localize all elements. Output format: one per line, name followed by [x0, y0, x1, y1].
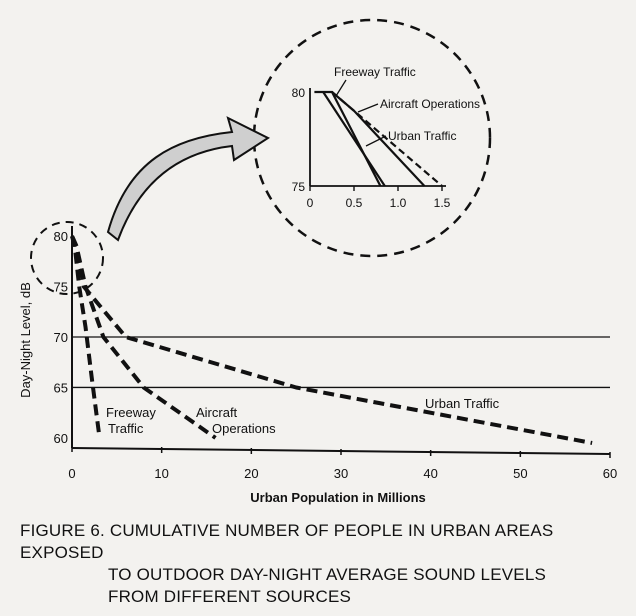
- series-line-urban-traffic: [70, 235, 593, 445]
- inset-annotation-label: Aircraft Operations: [380, 97, 480, 111]
- series-label: Freeway: [106, 405, 156, 420]
- inset-chart-series: [314, 90, 443, 187]
- inset-annotation-label: Freeway Traffic: [334, 65, 416, 79]
- series-line-freeway-traffic: [70, 235, 101, 434]
- inset-annotation-leader: [357, 103, 379, 113]
- y-tick-label: 65: [54, 380, 68, 395]
- caption-line-3: FROM DIFFERENT SOURCES: [108, 587, 352, 606]
- figure-caption: FIGURE 6. CUMULATIVE NUMBER OF PEOPLE IN…: [20, 520, 630, 608]
- inset-x-tick-label: 0.5: [346, 196, 363, 210]
- inset-y-tick-label: 80: [292, 86, 306, 100]
- inset-x-tick-label: 1.0: [390, 196, 407, 210]
- series-label: Operations: [212, 421, 276, 436]
- inset-y-tick-label: 75: [292, 180, 306, 194]
- y-tick-label: 60: [54, 431, 68, 446]
- inset-annotation-leader: [335, 79, 347, 97]
- main-chart-series: [70, 235, 593, 445]
- x-tick-label: 50: [513, 466, 527, 481]
- x-axis-title: Urban Population in Millions: [250, 490, 426, 505]
- inset-annotation-leader: [365, 135, 387, 147]
- series-label: Aircraft: [196, 405, 238, 420]
- inset-annotation-label: Urban Traffic: [388, 129, 456, 143]
- inset-series-line-2: [331, 91, 443, 187]
- caption-line-1: FIGURE 6. CUMULATIVE NUMBER OF PEOPLE IN…: [20, 521, 554, 562]
- series-label: Urban Traffic: [425, 396, 500, 411]
- inset-x-tick-label: 1.5: [434, 196, 451, 210]
- y-tick-label: 75: [54, 280, 68, 295]
- y-tick-label: 70: [54, 330, 68, 345]
- origin-dashed-circle: [30, 221, 104, 295]
- caption-line-2: TO OUTDOOR DAY-NIGHT AVERAGE SOUND LEVEL…: [108, 565, 547, 584]
- x-tick-label: 60: [603, 466, 617, 481]
- y-tick-label: 80: [54, 229, 68, 244]
- main-chart-grid: [72, 336, 610, 389]
- x-tick-label: 10: [154, 466, 168, 481]
- main-chart-axes: 0 10 20 30 40 50 60 60 65 70 75 80 Urban Population …: [18, 226, 617, 505]
- inset-chart-labels: Freeway Traffic Aircraft Operations Urban …: [334, 65, 480, 147]
- x-tick-label: 0: [68, 466, 75, 481]
- zoom-dashed-circle: [252, 18, 492, 258]
- x-tick-label: 40: [423, 466, 437, 481]
- x-tick-label: 20: [244, 466, 258, 481]
- zoom-arrow: [106, 116, 271, 242]
- inset-series-line-3: [322, 91, 386, 187]
- y-axis-title: Day-Night Level, dB: [18, 282, 33, 398]
- series-label: Traffic: [108, 421, 144, 436]
- x-tick-label: 30: [334, 466, 348, 481]
- figure-canvas: 0 10 20 30 40 50 60 60 65 70 75 80 Urban Population …: [18, 18, 617, 505]
- inset-x-tick-label: 0: [307, 196, 314, 210]
